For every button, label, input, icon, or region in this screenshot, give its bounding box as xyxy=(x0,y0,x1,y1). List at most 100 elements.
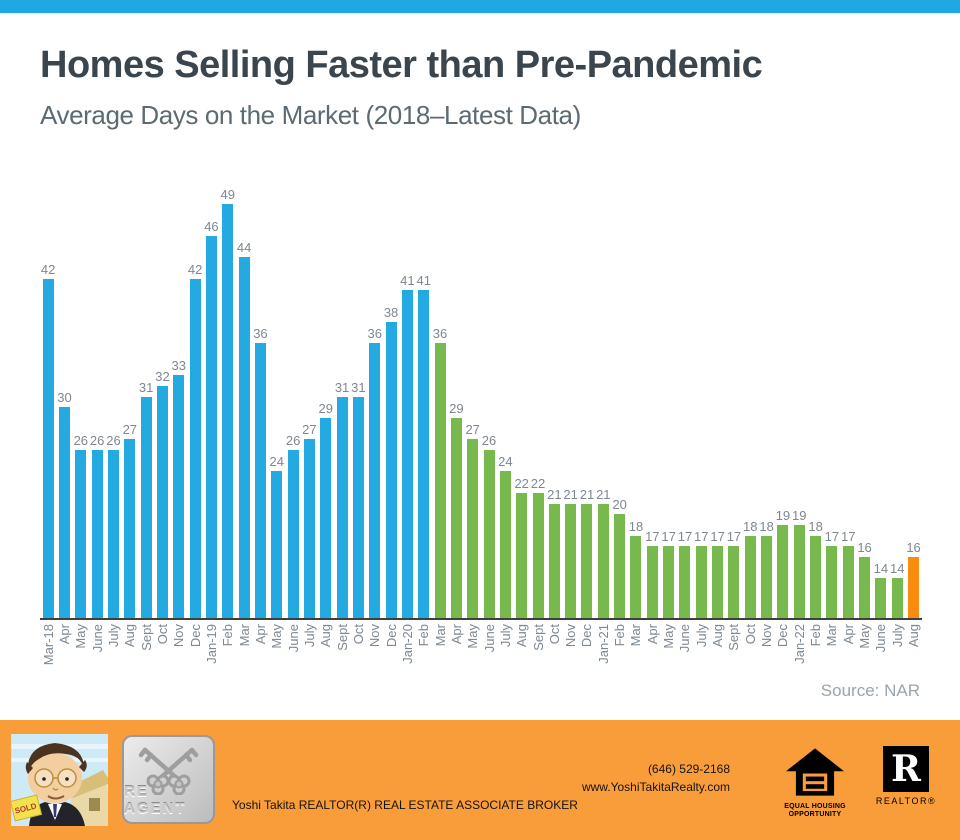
bar-slot-Jan-20: 41 xyxy=(399,274,415,618)
bar-May xyxy=(663,546,675,618)
x-tick-slot: May xyxy=(269,620,285,684)
bar-Jan-21 xyxy=(597,504,609,618)
x-tick-slot: Mar xyxy=(628,620,644,684)
bar-value-label: 27 xyxy=(465,422,480,437)
bar-Sept xyxy=(140,397,152,618)
bar-slot-Nov: 21 xyxy=(563,488,579,618)
bar-Aug xyxy=(908,557,920,618)
x-tick-label: May xyxy=(465,624,481,649)
crossed-keys-icon xyxy=(138,747,199,795)
x-tick-slot: May xyxy=(660,620,676,684)
bar-slot-Apr: 17 xyxy=(840,530,856,618)
sold-sign: SOLD xyxy=(11,794,43,822)
bar-slot-July: 27 xyxy=(301,423,317,618)
bar-value-label: 17 xyxy=(726,529,742,544)
bar-slot-Mar: 18 xyxy=(628,520,644,618)
bar-slot-Aug: 17 xyxy=(709,530,725,618)
x-tick-slot: Jan-19 xyxy=(203,620,219,684)
x-tick-slot: July xyxy=(497,620,513,684)
bar-slot-June: 17 xyxy=(677,530,693,618)
equal-housing-house-icon xyxy=(786,748,844,796)
bar-June xyxy=(875,578,887,618)
bar-value-label: 27 xyxy=(302,422,317,437)
x-tick-slot: June xyxy=(89,620,105,684)
bar-slot-Nov: 33 xyxy=(171,359,187,618)
x-tick-slot: Dec xyxy=(383,620,399,684)
x-tick-slot: Nov xyxy=(171,620,187,684)
bar-value-label: 31 xyxy=(351,380,366,395)
x-tick-label: June xyxy=(873,624,889,653)
bar-value-label: 49 xyxy=(220,187,235,202)
bar-Nov xyxy=(173,375,185,618)
bar-value-label: 18 xyxy=(808,519,823,534)
x-tick-slot: Sept xyxy=(726,620,742,684)
bar-slot-Feb: 20 xyxy=(611,498,627,618)
x-tick-slot: May xyxy=(465,620,481,684)
x-tick-slot: July xyxy=(301,620,317,684)
bar-slot-May: 27 xyxy=(465,423,481,618)
agent-caricature-portrait: SOLD xyxy=(11,734,108,826)
x-tick-slot: Feb xyxy=(220,620,236,684)
bar-slot-Apr: 36 xyxy=(252,327,268,618)
x-tick-label: Apr xyxy=(252,624,268,645)
x-tick-slot: Dec xyxy=(579,620,595,684)
re-agent-badge: RE AGENT xyxy=(122,735,215,824)
x-labels: Mar-18 Apr May June July Aug Sept Oct Nov Dec Jan-… xyxy=(40,620,922,684)
bar-Mar-18 xyxy=(42,279,54,618)
hair xyxy=(27,743,85,774)
bar-Apr xyxy=(58,407,70,618)
bar-June xyxy=(679,546,691,618)
bar-slot-Nov: 36 xyxy=(367,327,383,618)
bar-value-label: 17 xyxy=(677,529,693,544)
bar-slot-Mar: 36 xyxy=(432,327,448,618)
badge-label: RE AGENT xyxy=(124,783,187,817)
bar-Feb xyxy=(810,536,822,618)
bar-Dec xyxy=(777,525,789,618)
bar-slot-Jan-19: 46 xyxy=(203,220,219,618)
bar-slot-July: 26 xyxy=(105,434,121,618)
x-tick-label: Feb xyxy=(220,624,236,647)
bar-Apr xyxy=(646,546,658,618)
bar-value-label: 29 xyxy=(449,401,464,416)
bar-slot-Dec: 42 xyxy=(187,263,203,618)
bar-slot-Aug: 16 xyxy=(905,541,921,618)
bar-slot-June: 26 xyxy=(481,434,497,618)
x-tick-slot: Aug xyxy=(905,620,921,684)
bar-value-label: 26 xyxy=(73,433,89,448)
bar-Apr xyxy=(450,418,462,618)
bars: 42 30 26 26 26 27 31 32 33 42 46 49 44 36 24 26 27 29 31 31… xyxy=(40,185,922,620)
top-accent-bar xyxy=(0,0,960,13)
bar-slot-Oct: 31 xyxy=(350,381,366,618)
equal-housing-logo: EQUAL HOUSING OPPORTUNITY xyxy=(776,748,854,819)
x-tick-slot: Jan-21 xyxy=(595,620,611,684)
x-tick-label: Apr xyxy=(56,624,72,645)
bar-July xyxy=(695,546,707,618)
bar-value-label: 46 xyxy=(204,219,219,234)
x-tick-label: Dec xyxy=(579,624,595,648)
agent-phone: (646) 529-2168 xyxy=(647,762,730,776)
bar-Oct xyxy=(352,397,364,618)
bar-value-label: 36 xyxy=(253,326,268,341)
bar-slot-Jan-21: 21 xyxy=(595,488,611,618)
x-tick-slot: Apr xyxy=(448,620,464,684)
bar-slot-Mar-18: 42 xyxy=(40,263,56,618)
bar-value-label: 31 xyxy=(138,380,154,395)
bar-value-label: 42 xyxy=(187,262,203,277)
bar-slot-Aug: 22 xyxy=(514,477,530,618)
bar-value-label: 19 xyxy=(775,508,791,523)
agent-website: www.YoshiTakitaRealty.com xyxy=(581,780,730,794)
bar-slot-July: 24 xyxy=(497,455,513,618)
x-tick-slot: Aug xyxy=(709,620,725,684)
x-tick-label: Oct xyxy=(546,624,562,645)
bar-value-label: 18 xyxy=(628,519,644,534)
x-tick-label: June xyxy=(677,624,693,653)
x-tick-label: Mar xyxy=(236,624,252,647)
bar-value-label: 38 xyxy=(383,305,399,320)
x-tick-label: June xyxy=(89,624,105,653)
x-tick-label: Nov xyxy=(759,624,775,648)
bar-Feb xyxy=(222,204,234,618)
bar-value-label: 41 xyxy=(400,273,415,288)
bar-value-label: 17 xyxy=(710,529,725,544)
bar-July xyxy=(891,578,903,618)
bar-value-label: 33 xyxy=(171,358,187,373)
